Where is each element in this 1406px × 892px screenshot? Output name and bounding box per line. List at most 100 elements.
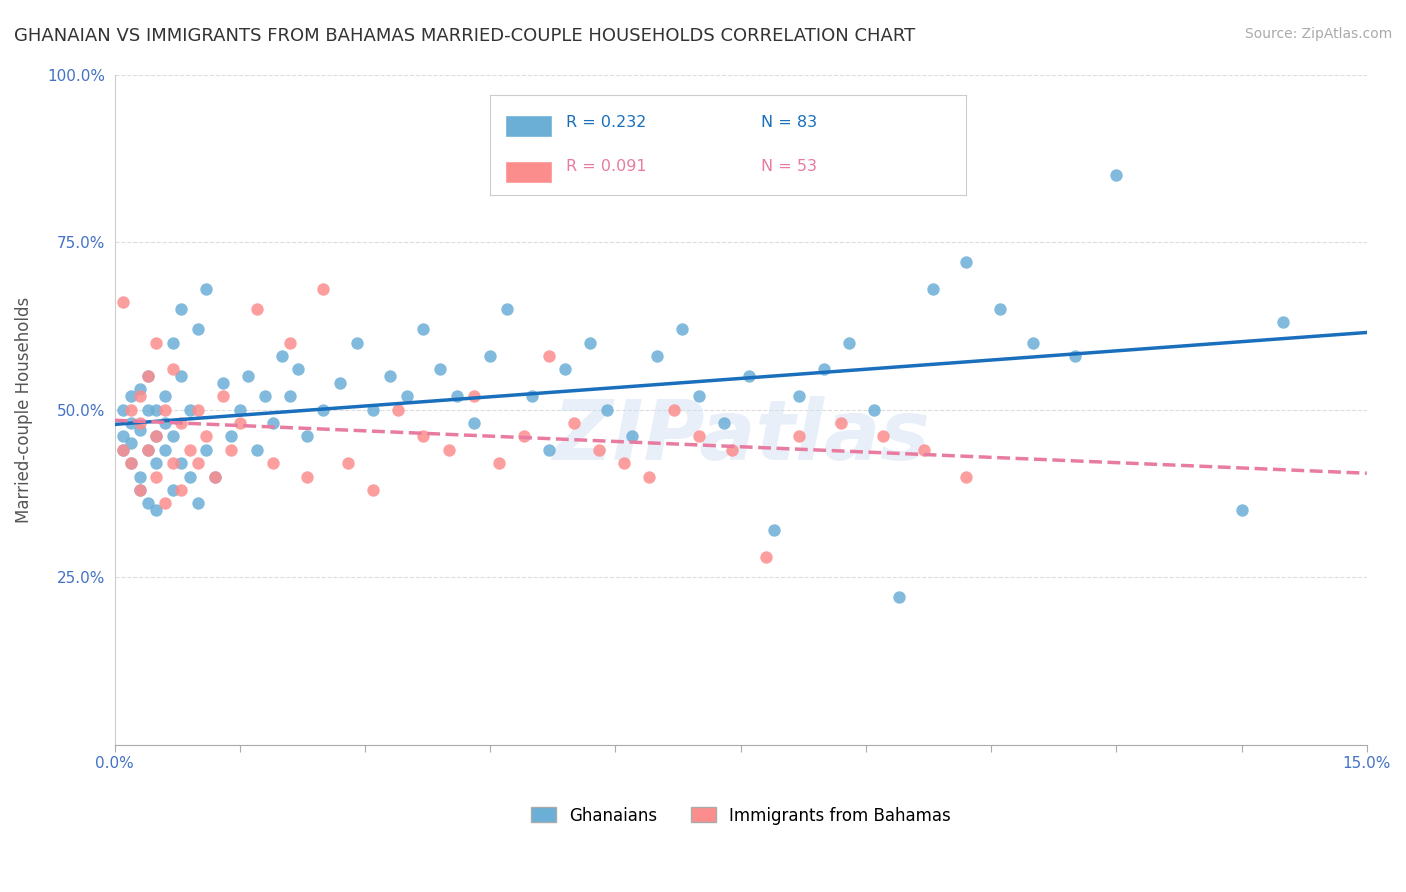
Point: [245, 301, 267, 316]
Point: [270, 349, 292, 363]
Point: [496, 301, 519, 316]
Point: [738, 369, 761, 384]
Point: [295, 469, 318, 483]
Point: [153, 442, 176, 457]
Point: [596, 402, 619, 417]
Point: [721, 442, 744, 457]
Point: [153, 402, 176, 417]
Point: [579, 335, 602, 350]
Point: [170, 369, 193, 384]
Point: [645, 349, 668, 363]
Point: [187, 402, 209, 417]
Point: [120, 456, 142, 470]
Point: [278, 335, 301, 350]
Point: [638, 469, 661, 483]
Point: [179, 469, 201, 483]
Point: [278, 389, 301, 403]
Point: [238, 369, 260, 384]
Point: [588, 442, 610, 457]
Point: [128, 483, 150, 497]
Point: [170, 456, 193, 470]
Point: [412, 322, 434, 336]
Point: [136, 402, 159, 417]
Point: [1105, 168, 1128, 182]
Point: [111, 442, 134, 457]
Point: [187, 456, 209, 470]
Point: [229, 416, 252, 430]
Point: [145, 456, 167, 470]
Point: [755, 549, 778, 564]
Y-axis label: Married-couple Households: Married-couple Households: [15, 296, 32, 523]
Point: [120, 416, 142, 430]
Point: [136, 442, 159, 457]
Point: [671, 322, 693, 336]
Point: [437, 442, 460, 457]
Point: [111, 442, 134, 457]
Point: [787, 429, 810, 443]
Point: [128, 483, 150, 497]
Point: [229, 402, 252, 417]
Point: [446, 389, 468, 403]
Point: [221, 442, 243, 457]
Point: [537, 442, 560, 457]
Point: [153, 416, 176, 430]
Point: [145, 429, 167, 443]
Point: [120, 389, 142, 403]
Point: [145, 402, 167, 417]
Point: [262, 416, 284, 430]
Point: [253, 389, 276, 403]
Point: [412, 429, 434, 443]
Point: [128, 416, 150, 430]
Point: [111, 402, 134, 417]
Point: [162, 456, 184, 470]
Point: [329, 376, 352, 390]
Point: [120, 456, 142, 470]
Point: [312, 282, 335, 296]
Point: [955, 469, 977, 483]
Point: [688, 389, 710, 403]
Point: [346, 335, 368, 350]
Point: [363, 402, 385, 417]
Point: [830, 416, 852, 430]
Point: [813, 362, 835, 376]
Point: [520, 389, 543, 403]
Point: [872, 429, 894, 443]
Point: [128, 423, 150, 437]
Point: [613, 456, 636, 470]
Point: [955, 255, 977, 269]
Point: [145, 469, 167, 483]
Point: [179, 442, 201, 457]
Point: [170, 483, 193, 497]
Point: [120, 436, 142, 450]
Text: GHANAIAN VS IMMIGRANTS FROM BAHAMAS MARRIED-COUPLE HOUSEHOLDS CORRELATION CHART: GHANAIAN VS IMMIGRANTS FROM BAHAMAS MARR…: [14, 27, 915, 45]
Point: [128, 383, 150, 397]
Point: [921, 282, 943, 296]
Point: [128, 469, 150, 483]
Point: [162, 483, 184, 497]
Point: [145, 503, 167, 517]
Point: [713, 416, 735, 430]
Point: [187, 322, 209, 336]
Point: [889, 591, 911, 605]
Text: ZIPatlas: ZIPatlas: [551, 396, 929, 477]
Point: [295, 429, 318, 443]
Point: [162, 362, 184, 376]
Point: [221, 429, 243, 443]
Point: [170, 416, 193, 430]
Point: [378, 369, 401, 384]
Point: [621, 429, 644, 443]
Point: [787, 389, 810, 403]
Point: [988, 301, 1011, 316]
Point: [387, 402, 409, 417]
Point: [212, 376, 235, 390]
Point: [463, 389, 485, 403]
Point: [287, 362, 309, 376]
Point: [162, 429, 184, 443]
Point: [863, 402, 886, 417]
Point: [136, 496, 159, 510]
Point: [262, 456, 284, 470]
Point: [512, 429, 534, 443]
Point: [337, 456, 360, 470]
Point: [111, 429, 134, 443]
Point: [145, 335, 167, 350]
